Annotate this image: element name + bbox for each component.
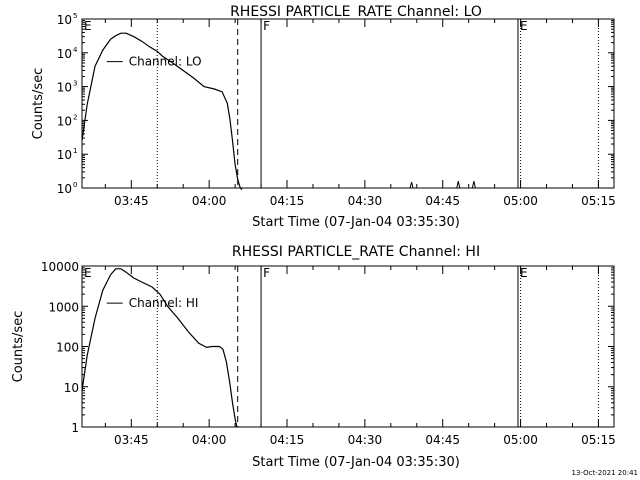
chart-title: RHESSI PARTICLE_RATE Channel: HI bbox=[232, 244, 480, 260]
data-spike bbox=[409, 181, 414, 189]
y-tick-exponent: 3 bbox=[73, 80, 77, 88]
legend-label: Channel: HI bbox=[129, 296, 199, 310]
x-tick-label: 04:45 bbox=[425, 194, 460, 208]
y-tick-label: 10 bbox=[57, 114, 72, 128]
y-tick-exponent: 0 bbox=[73, 181, 77, 189]
y-tick-exponent: 5 bbox=[73, 12, 77, 20]
y-axis-label: Counts/sec bbox=[11, 311, 26, 383]
x-tick-label: 04:15 bbox=[270, 194, 305, 208]
x-tick-label: 04:15 bbox=[270, 433, 305, 447]
chart-title: RHESSI PARTICLE_RATE Channel: LO bbox=[230, 4, 482, 20]
x-tick-label: 05:15 bbox=[581, 194, 616, 208]
y-axis-label: Counts/sec bbox=[31, 68, 46, 140]
x-tick-label: 05:15 bbox=[581, 433, 616, 447]
y-tick-label: 10 bbox=[57, 47, 72, 61]
x-tick-label: 04:30 bbox=[348, 433, 383, 447]
y-tick-label: 10 bbox=[64, 381, 79, 395]
y-tick-label: 100 bbox=[56, 341, 79, 355]
footer-timestamp: 13-Oct-2021 20:41 bbox=[572, 469, 638, 477]
plot-frame bbox=[81, 18, 615, 189]
data-spike bbox=[456, 180, 461, 189]
y-tick-label: 10 bbox=[57, 13, 72, 27]
legend-label: Channel: LO bbox=[129, 55, 202, 69]
data-series-line bbox=[81, 268, 238, 428]
y-tick-exponent: 2 bbox=[73, 113, 77, 121]
marker-label: E bbox=[84, 19, 92, 33]
y-tick-label: 1000 bbox=[48, 300, 79, 314]
x-axis-label: Start Time (07-Jan-04 03:35:30) bbox=[252, 455, 460, 470]
y-tick-label: 10 bbox=[57, 148, 72, 162]
x-tick-label: 05:00 bbox=[503, 194, 538, 208]
chart-panel-hi: RHESSI PARTICLE_RATE Channel: HI Start T… bbox=[11, 244, 616, 470]
y-tick-label: 10 bbox=[57, 182, 72, 196]
x-tick-label: 03:45 bbox=[114, 194, 149, 208]
x-tick-label: 04:30 bbox=[348, 194, 383, 208]
x-tick-label: 05:00 bbox=[503, 433, 538, 447]
marker-label: E bbox=[520, 266, 528, 280]
y-tick-label: 10 bbox=[57, 81, 72, 95]
plot-frame bbox=[81, 265, 615, 428]
x-tick-label: 04:00 bbox=[192, 194, 227, 208]
x-tick-label: 04:45 bbox=[425, 433, 460, 447]
marker-label: E bbox=[84, 266, 92, 280]
x-tick-label: 04:00 bbox=[192, 433, 227, 447]
marker-label: F bbox=[263, 19, 270, 33]
y-tick-exponent: 1 bbox=[73, 147, 77, 155]
x-tick-label: 03:45 bbox=[114, 433, 149, 447]
data-series-line bbox=[81, 32, 243, 190]
marker-label: E bbox=[520, 19, 528, 33]
marker-label: F bbox=[263, 266, 270, 280]
y-tick-label: 1 bbox=[71, 421, 79, 435]
y-tick-exponent: 4 bbox=[73, 46, 78, 54]
chart-panel-lo: RHESSI PARTICLE_RATE Channel: LO Start T… bbox=[31, 4, 616, 230]
data-spike bbox=[471, 180, 476, 189]
y-tick-label: 10000 bbox=[41, 260, 79, 274]
x-axis-label: Start Time (07-Jan-04 03:35:30) bbox=[252, 215, 460, 230]
